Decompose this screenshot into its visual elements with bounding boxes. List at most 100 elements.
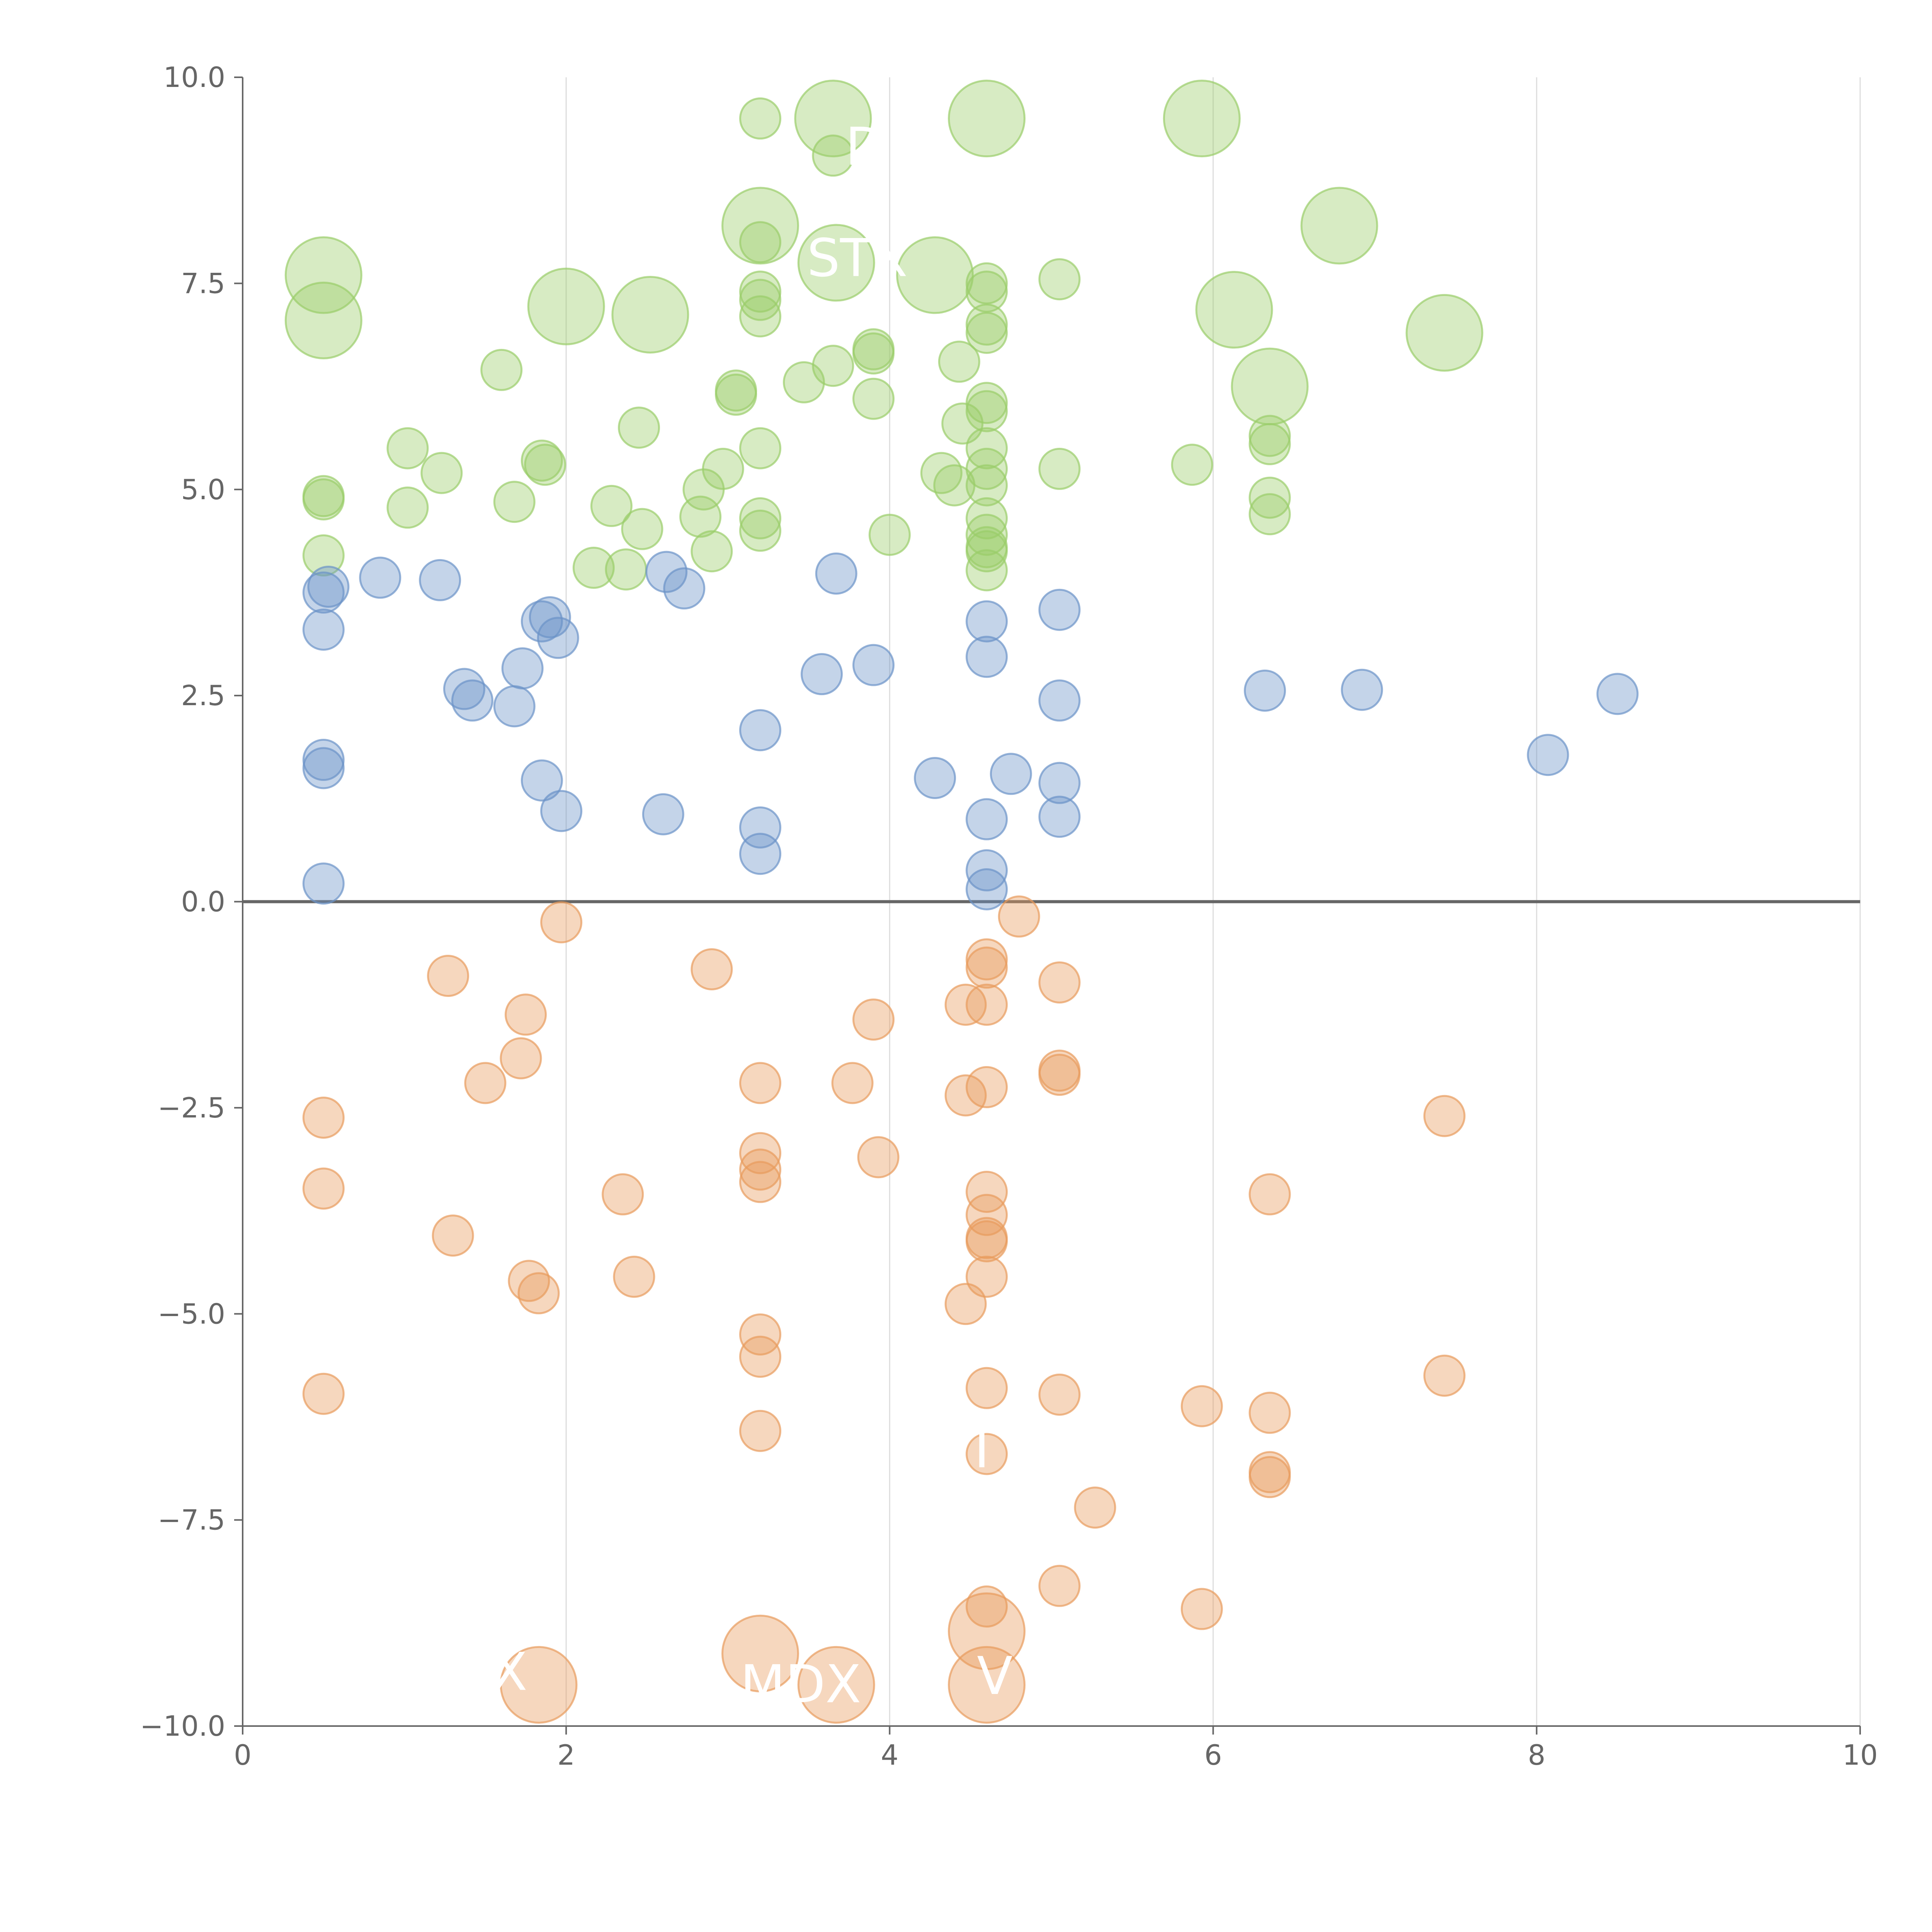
y-tick-label: 7.5: [181, 267, 225, 299]
data-point-orange: [966, 1367, 1008, 1409]
x-tick-label: 6: [1204, 1739, 1222, 1771]
data-point-green: [679, 495, 722, 538]
data-point-green-large: [1163, 80, 1241, 158]
data-point-green: [1248, 476, 1291, 519]
data-point-orange-large: [721, 1614, 799, 1692]
data-point-green: [739, 97, 782, 140]
data-point-orange: [966, 946, 1008, 989]
data-point-blue: [1244, 669, 1286, 712]
data-point-green: [852, 378, 895, 420]
data-point-green: [1248, 493, 1291, 536]
data-point-green-large: [284, 236, 362, 314]
data-point-blue: [739, 833, 782, 875]
data-point-orange: [1423, 1095, 1466, 1137]
data-point-orange: [966, 1585, 1008, 1628]
data-point-orange: [1180, 1588, 1223, 1630]
tick-labels: −10.0 −7.5 −5.0 −2.5 0.0 2.5 5.0 7.5 10.0 0 2 4 6 8 10: [140, 61, 1878, 1771]
data-point-green-large: [721, 187, 799, 265]
data-point-orange-large: [948, 1592, 1026, 1670]
data-point-green: [938, 340, 980, 383]
data-point-green: [868, 514, 911, 556]
data-point-blue: [419, 559, 461, 601]
data-point-green-large: [1231, 347, 1309, 425]
data-point-orange: [852, 998, 895, 1041]
x-tick-label: 10: [1842, 1739, 1878, 1771]
data-point-green: [302, 478, 345, 520]
data-point-green: [852, 332, 895, 375]
data-point-green: [739, 279, 782, 321]
bubble-label: STX: [807, 228, 908, 288]
data-point-orange: [966, 1433, 1008, 1475]
data-point-green: [739, 497, 782, 539]
data-point-green: [739, 509, 782, 552]
data-point-blue: [537, 617, 579, 659]
data-point-blue: [1596, 673, 1639, 715]
data-point-orange: [966, 1170, 1008, 1213]
data-point-green: [966, 549, 1008, 592]
data-point-green-large: [896, 236, 974, 314]
data-point-green: [572, 546, 615, 589]
data-point-orange: [302, 1096, 345, 1139]
data-point-green: [618, 406, 660, 449]
y-tick-label: 0.0: [181, 886, 225, 918]
data-point-blue: [302, 571, 345, 614]
data-point-blue: [1527, 734, 1569, 776]
data-point-orange: [739, 1313, 782, 1356]
data-point-blue: [645, 551, 688, 593]
y-tick-label: −2.5: [158, 1092, 225, 1124]
data-point-blue: [359, 556, 401, 599]
data-point-green: [920, 452, 963, 494]
data-points: [284, 80, 1639, 1724]
data-point-orange: [505, 993, 547, 1036]
data-point-green: [621, 508, 663, 550]
data-point-green-large: [1195, 271, 1273, 349]
data-point-orange: [302, 1372, 345, 1415]
data-point-green: [739, 295, 782, 338]
bubble-label: X: [492, 1641, 527, 1702]
data-point-blue: [966, 868, 1008, 910]
data-point-orange: [602, 1173, 644, 1216]
data-point-orange: [739, 1132, 782, 1174]
data-point-orange: [1180, 1385, 1223, 1427]
data-point-green: [420, 452, 463, 494]
data-point-blue: [966, 798, 1008, 840]
data-point-green: [1248, 423, 1291, 465]
data-point-green: [966, 497, 1008, 539]
data-point-orange: [739, 1062, 782, 1104]
data-point-orange: [739, 1335, 782, 1378]
data-point-green-large: [1405, 294, 1483, 372]
data-point-green-large: [797, 224, 875, 302]
data-point-orange-large: [797, 1646, 875, 1724]
data-point-green-large: [1300, 187, 1378, 265]
data-point-green: [590, 485, 633, 527]
data-point-orange: [1248, 1173, 1291, 1216]
data-point-green-large: [284, 281, 362, 359]
data-point-blue: [663, 567, 706, 610]
data-point-green: [966, 390, 1008, 432]
y-tick-label: −7.5: [158, 1504, 225, 1536]
data-point-orange: [464, 1062, 507, 1104]
bubble-label: D: [845, 116, 886, 177]
data-point-green: [386, 427, 429, 469]
x-tick-label: 2: [557, 1739, 575, 1771]
data-point-green: [1038, 258, 1081, 301]
data-point-orange: [966, 1066, 1008, 1109]
x-tick-label: 4: [881, 1739, 898, 1771]
data-point-orange: [831, 1062, 874, 1104]
bubble-label: MDX: [740, 1654, 861, 1714]
data-point-blue: [990, 753, 1032, 795]
data-point-green: [1171, 444, 1213, 486]
data-point-green: [690, 530, 733, 573]
data-point-green: [966, 530, 1008, 573]
data-point-blue: [966, 600, 1008, 643]
data-point-green: [739, 427, 782, 469]
data-point-blue: [501, 647, 544, 690]
data-point-orange: [517, 1272, 560, 1315]
data-point-blue: [307, 566, 350, 608]
data-point-blue: [451, 679, 493, 722]
data-point-green: [524, 444, 566, 486]
data-point-green: [493, 481, 536, 523]
y-tick-label: 10.0: [163, 61, 225, 94]
data-point-blue: [1038, 679, 1081, 722]
